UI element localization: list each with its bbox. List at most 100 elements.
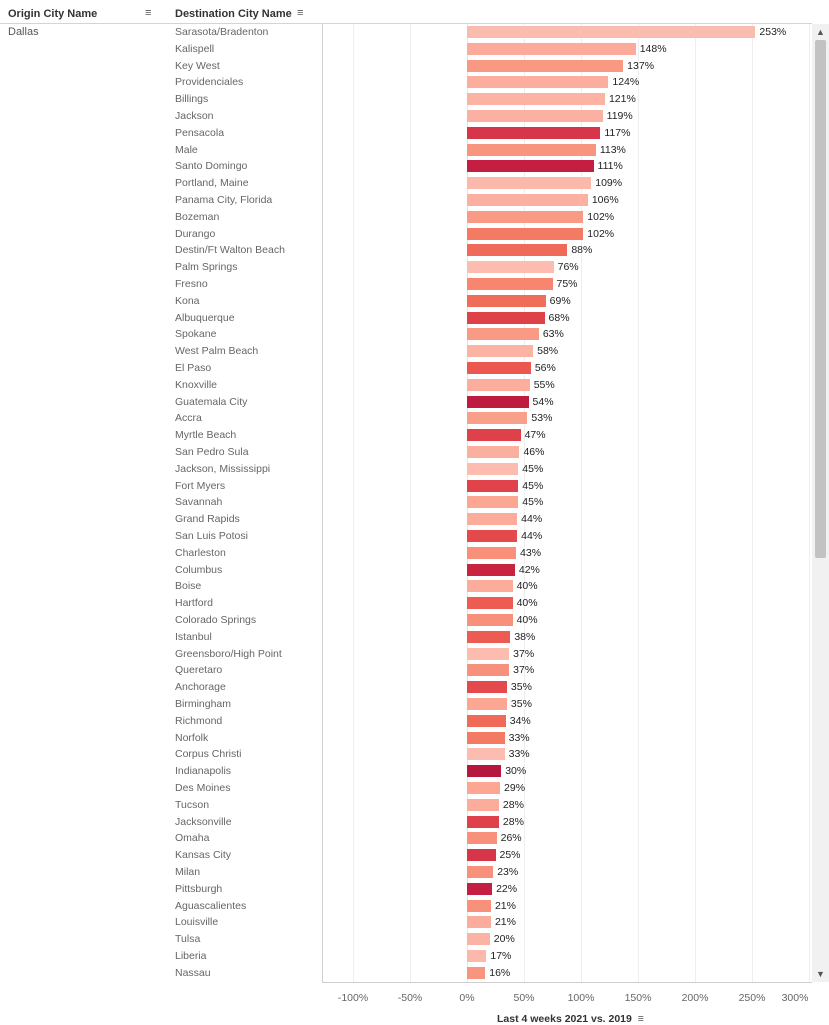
bar[interactable] [467, 59, 624, 72]
bar[interactable] [467, 714, 506, 727]
bar[interactable] [467, 261, 554, 274]
destination-label[interactable]: San Pedro Sula [175, 446, 249, 458]
destination-label[interactable]: Charleston [175, 546, 226, 559]
destination-label[interactable]: San Luis Potosi [175, 530, 248, 542]
bar[interactable] [467, 311, 545, 324]
bar[interactable] [467, 462, 519, 475]
destination-label[interactable]: Spokane [175, 328, 217, 341]
destination-label[interactable]: West Palm Beach [175, 345, 259, 358]
bar[interactable] [467, 630, 511, 643]
destination-label[interactable]: Queretaro [175, 664, 223, 677]
bar[interactable] [467, 681, 507, 694]
destination-label[interactable]: Palm Springs [175, 261, 238, 274]
origin-city-value[interactable]: Dallas [8, 26, 39, 38]
destination-label[interactable]: Omaha [175, 832, 210, 845]
bar[interactable] [467, 882, 493, 895]
bar[interactable] [467, 378, 530, 391]
bar[interactable] [467, 143, 596, 156]
bar[interactable] [467, 42, 636, 55]
destination-label[interactable]: El Paso [175, 362, 212, 374]
destination-label[interactable]: Boise [175, 580, 202, 593]
destination-label[interactable]: Portland, Maine [175, 177, 249, 190]
bar[interactable] [467, 93, 605, 106]
destination-label[interactable]: Anchorage [175, 681, 226, 694]
bar[interactable] [467, 798, 499, 811]
destination-label[interactable]: Jackson [175, 110, 214, 122]
destination-label[interactable]: Greensboro/High Point [175, 647, 282, 660]
bar[interactable] [467, 614, 513, 626]
bar[interactable] [467, 782, 501, 794]
destination-label[interactable]: Louisville [175, 916, 219, 929]
destination-label[interactable]: Colorado Springs [175, 614, 257, 626]
scrollbar-thumb[interactable] [815, 40, 826, 558]
destination-label[interactable]: Aguascalientes [175, 899, 247, 912]
destination-label[interactable]: Des Moines [175, 782, 231, 794]
bar[interactable] [467, 546, 517, 559]
destination-label[interactable]: Istanbul [175, 630, 212, 643]
bar[interactable] [467, 698, 507, 710]
bar[interactable] [467, 110, 603, 122]
destination-label[interactable]: Richmond [175, 714, 223, 727]
bar[interactable] [467, 563, 515, 576]
destination-label[interactable]: Hartford [175, 597, 213, 610]
bar[interactable] [467, 328, 539, 341]
destination-label[interactable]: Key West [175, 59, 220, 72]
sort-destination-icon[interactable]: ≡ [297, 7, 304, 19]
destination-label[interactable]: Knoxville [175, 378, 218, 391]
bar[interactable] [467, 597, 513, 610]
bar[interactable] [467, 26, 756, 38]
bar[interactable] [467, 210, 584, 223]
destination-label[interactable]: Kansas City [175, 849, 232, 862]
bar[interactable] [467, 194, 588, 206]
destination-label[interactable]: Myrtle Beach [175, 429, 237, 442]
destination-label[interactable]: Kalispell [175, 42, 215, 55]
bar[interactable] [467, 412, 528, 425]
destination-label[interactable]: Guatemala City [175, 395, 248, 408]
destination-label[interactable]: Bozeman [175, 210, 220, 223]
bar[interactable] [467, 76, 609, 89]
destination-label[interactable]: Destin/Ft Walton Beach [175, 244, 285, 257]
bar[interactable] [467, 362, 531, 374]
bar[interactable] [467, 950, 487, 962]
destination-label[interactable]: Corpus Christi [175, 748, 242, 761]
origin-city-header[interactable]: Origin City Name [8, 8, 98, 20]
bar[interactable] [467, 395, 529, 408]
bar[interactable] [467, 765, 502, 778]
bar[interactable] [467, 647, 510, 660]
destination-label[interactable]: Tulsa [175, 933, 201, 946]
bar[interactable] [467, 664, 510, 677]
bar[interactable] [467, 294, 546, 307]
bar[interactable] [467, 731, 505, 744]
bar[interactable] [467, 530, 518, 542]
destination-label[interactable]: Durango [175, 227, 216, 240]
destination-label[interactable]: Fresno [175, 278, 208, 290]
bar[interactable] [467, 345, 534, 358]
bar[interactable] [467, 748, 505, 761]
destination-city-header[interactable]: Destination City Name [175, 8, 292, 20]
destination-label[interactable]: Albuquerque [175, 311, 235, 324]
destination-label[interactable]: Pittsburgh [175, 882, 223, 895]
destination-label[interactable]: Panama City, Florida [175, 194, 273, 206]
bar[interactable] [467, 160, 594, 173]
bar[interactable] [467, 177, 592, 190]
bar[interactable] [467, 933, 490, 946]
destination-label[interactable]: Liberia [175, 950, 207, 962]
destination-label[interactable]: Birmingham [175, 698, 232, 710]
bar[interactable] [467, 866, 494, 878]
bar[interactable] [467, 815, 499, 828]
bar[interactable] [467, 126, 601, 139]
bar[interactable] [467, 496, 519, 509]
destination-label[interactable]: Billings [175, 93, 209, 106]
bar[interactable] [467, 278, 553, 290]
destination-label[interactable]: Indianapolis [175, 765, 232, 778]
sort-axis-icon[interactable]: ≡ [637, 1013, 644, 1025]
bar[interactable] [467, 244, 568, 257]
bar[interactable] [467, 446, 520, 458]
destination-label[interactable]: Jacksonville [175, 815, 232, 828]
destination-label[interactable]: Columbus [175, 563, 223, 576]
destination-label[interactable]: Savannah [175, 496, 223, 509]
bar[interactable] [467, 832, 497, 845]
destination-label[interactable]: Fort Myers [175, 479, 226, 492]
destination-label[interactable]: Jackson, Mississippi [175, 462, 271, 475]
bar[interactable] [467, 899, 491, 912]
